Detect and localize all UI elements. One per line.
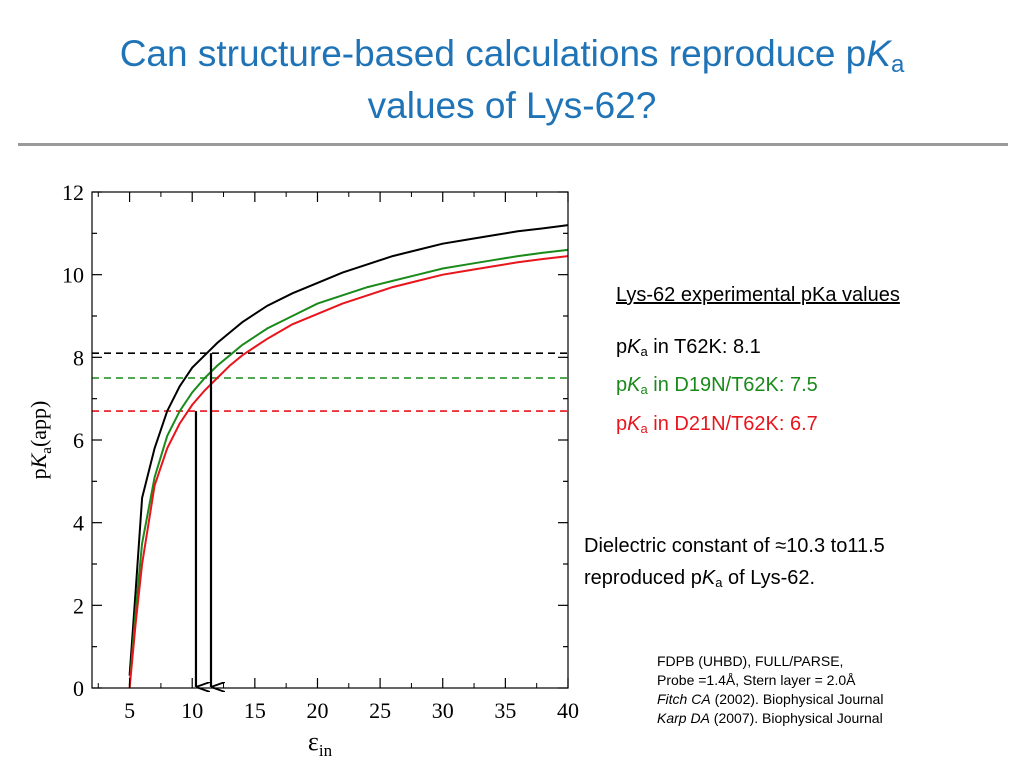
exp-value-d21n: pKa in D21N/T62K: 6.7 xyxy=(616,413,818,436)
x-axis-label: εin xyxy=(308,727,333,760)
slide-title: Can structure-based calculations reprodu… xyxy=(0,28,1024,132)
reference-karp: Karp DA (2007). Biophysical Journal xyxy=(657,710,883,726)
experimental-heading: Lys-62 experimental pKa values xyxy=(616,284,900,306)
y-tick-label: 6 xyxy=(73,428,84,453)
reference-fitch: Fitch CA (2002). Biophysical Journal xyxy=(657,691,884,707)
method-line-2: Probe =1.4Å, Stern layer = 2.0Å xyxy=(657,672,856,688)
y-axis-label: pKa(app) xyxy=(26,401,55,480)
exp-value-t62k: pKa in T62K: 8.1 xyxy=(616,336,761,359)
x-tick-label: 25 xyxy=(369,698,391,723)
title-sub: a xyxy=(890,51,905,78)
exp-value-d19n: pKa in D19N/T62K: 7.5 xyxy=(616,374,818,397)
series-line-1 xyxy=(128,248,569,686)
title-text: Can structure-based calculations reprodu… xyxy=(119,33,867,74)
title-line2: values of Lys-62? xyxy=(367,85,657,126)
conclusion-text: Dielectric constant of ≈10.3 to11.5 repr… xyxy=(584,535,885,590)
pka-vs-dielectric-chart: 5 10 15 20 25 30 35 40 0 2 4 6 8 10 12 εin pKa(app) xyxy=(26,180,579,760)
x-tick-label: 30 xyxy=(432,698,454,723)
x-tick-label: 10 xyxy=(181,698,203,723)
y-tick-label: 0 xyxy=(73,676,84,701)
title-k: K xyxy=(866,33,891,74)
method-line-1: FDPB (UHBD), FULL/PARSE, xyxy=(657,653,844,669)
x-tick-label: 20 xyxy=(306,698,328,723)
y-tick-label: 2 xyxy=(73,593,84,618)
chart-lines xyxy=(92,224,569,689)
title-divider xyxy=(18,143,1008,146)
x-tick-label: 5 xyxy=(124,698,135,723)
x-tick-label: 40 xyxy=(557,698,579,723)
y-tick-label: 12 xyxy=(62,180,84,205)
approx-symbol: ≈ xyxy=(775,535,787,557)
x-tick-label: 15 xyxy=(244,698,266,723)
references: FDPB (UHBD), FULL/PARSE, Probe =1.4Å, St… xyxy=(657,652,883,728)
x-tick-label: 35 xyxy=(494,698,516,723)
chart-ticks: 5 10 15 20 25 30 35 40 0 2 4 6 8 10 12 xyxy=(62,180,579,723)
y-tick-label: 4 xyxy=(73,511,84,536)
series-line-0 xyxy=(128,224,569,676)
series-line-2 xyxy=(128,255,569,689)
y-tick-label: 10 xyxy=(62,263,84,288)
y-tick-label: 8 xyxy=(73,345,84,370)
